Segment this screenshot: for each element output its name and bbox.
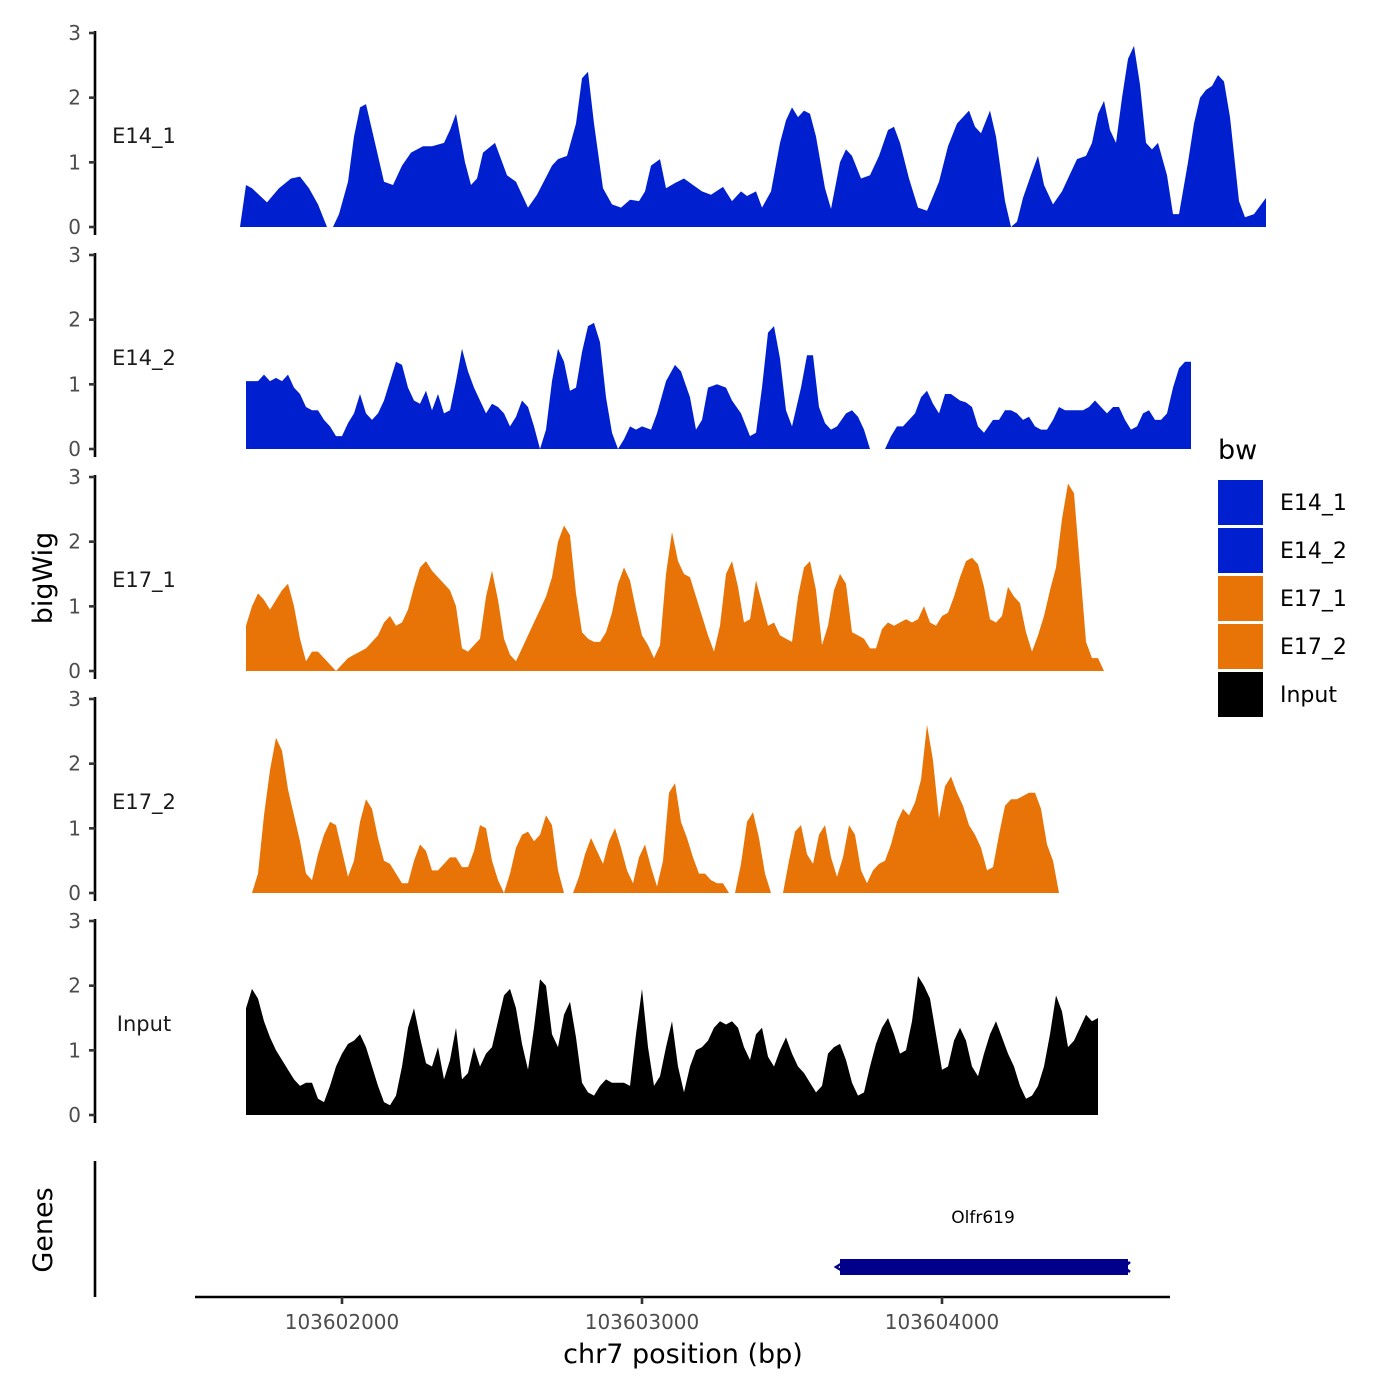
signal-area-E14_1 [240, 45, 1266, 228]
genes-track: Olfr619 [93, 1161, 1131, 1297]
gene-body [840, 1259, 1128, 1275]
legend-label: E14_2 [1280, 539, 1347, 564]
signal-tracks: 0 1 2 3 E14_1 0 1 2 3 E14_2 0 1 2 3 E17_1 0 1 2 3 E17_2 0 1 2 3… [68, 21, 1266, 1127]
track-Input: 0 1 2 3 Input [68, 909, 1098, 1127]
y-tick-label: 0 [68, 437, 81, 461]
y-tick-label: 1 [68, 150, 81, 174]
signal-area-E17_2 [252, 724, 1059, 893]
track-E14_2: 0 1 2 3 E14_2 [68, 243, 1191, 461]
legend-swatch [1218, 672, 1263, 717]
legend-label: E17_1 [1280, 587, 1347, 612]
legend-swatch [1218, 624, 1263, 669]
legend-swatch [1218, 576, 1263, 621]
track-E17_2: 0 1 2 3 E17_2 [68, 687, 1059, 905]
x-tick-label: 103603000 [585, 1310, 700, 1334]
gene-label: Olfr619 [951, 1208, 1015, 1228]
x-axis: 103602000 103603000 103604000 [195, 1295, 1170, 1334]
legend-item-Input: Input [1218, 672, 1337, 717]
legend-items: E14_1 E14_2 E17_1 E17_2 Input [1218, 480, 1347, 717]
legend-title: bw [1218, 435, 1257, 466]
y-tick-label: 0 [68, 1103, 81, 1127]
y-tick-label: 2 [68, 530, 81, 554]
track-label-Input: Input [117, 1012, 171, 1036]
legend-label: E17_2 [1280, 635, 1347, 660]
track-label-E17_1: E17_1 [112, 568, 176, 593]
track-label-E14_2: E14_2 [112, 346, 176, 371]
y-tick-label: 0 [68, 881, 81, 905]
y-tick-label: 1 [68, 372, 81, 396]
y-tick-label: 1 [68, 1038, 81, 1062]
gene-Olfr619: Olfr619 [833, 1208, 1131, 1275]
y-tick-label: 2 [68, 974, 81, 998]
x-tick-label: 103604000 [885, 1310, 1000, 1334]
legend-swatch [1218, 528, 1263, 573]
signal-area-Input [246, 976, 1098, 1115]
x-tick-label: 103602000 [285, 1310, 400, 1334]
gene-strand-arrow-start [833, 1260, 845, 1274]
track-label-E17_2: E17_2 [112, 790, 176, 815]
track-E17_1: 0 1 2 3 E17_1 [68, 465, 1104, 683]
legend-swatch [1218, 480, 1263, 525]
y-axis-title: bigWig [28, 532, 59, 625]
genes-track-title: Genes [28, 1187, 59, 1272]
gene-strand-arrow-end [1122, 1261, 1131, 1273]
track-E14_1: 0 1 2 3 E14_1 [68, 21, 1266, 239]
y-tick-label: 1 [68, 816, 81, 840]
x-axis-title: chr7 position (bp) [563, 1339, 803, 1370]
signal-area-E17_1 [246, 483, 1104, 671]
y-tick-label: 3 [68, 465, 81, 489]
y-tick-label: 3 [68, 21, 81, 45]
legend-item-E14_1: E14_1 [1218, 480, 1347, 525]
legend-item-E17_1: E17_1 [1218, 576, 1347, 621]
y-tick-label: 2 [68, 86, 81, 110]
legend-item-E14_2: E14_2 [1218, 528, 1347, 573]
y-tick-label: 0 [68, 659, 81, 683]
y-tick-label: 2 [68, 308, 81, 332]
y-tick-label: 3 [68, 909, 81, 933]
track-label-E14_1: E14_1 [112, 124, 176, 149]
legend: bw E14_1 E14_2 E17_1 E17_2 Input [1218, 435, 1347, 717]
y-tick-label: 3 [68, 243, 81, 267]
legend-item-E17_2: E17_2 [1218, 624, 1347, 669]
y-tick-label: 1 [68, 594, 81, 618]
legend-label: Input [1280, 683, 1337, 708]
signal-area-E14_2 [246, 322, 1191, 449]
legend-label: E14_1 [1280, 491, 1347, 516]
y-tick-label: 3 [68, 687, 81, 711]
y-tick-label: 2 [68, 752, 81, 776]
y-tick-label: 0 [68, 215, 81, 239]
